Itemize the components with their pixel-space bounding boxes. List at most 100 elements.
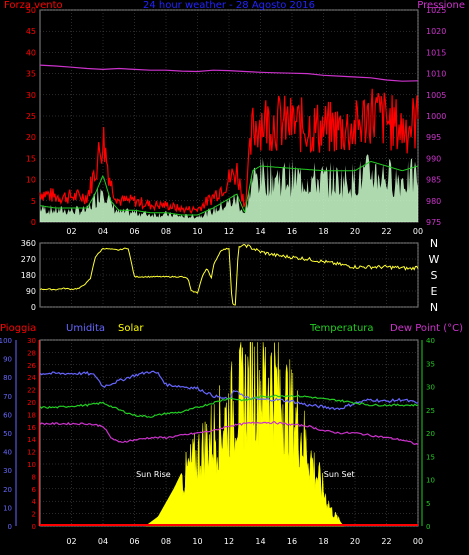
x-tick-label: 06 [129,227,139,236]
legend-item: Solar [118,323,144,334]
wind-direction-line [39,243,419,306]
pressure-tick-label: 985 [426,176,441,185]
x-tick-label: 06 [129,537,139,546]
pressure-tick-label: 1025 [426,6,446,15]
wind-pressure-panel: 0510152025303540455097598098599099510001… [4,0,465,236]
wind-tick-label: 5 [31,197,36,206]
direction-tick-label: 180 [21,271,36,280]
x-tick-label: 18 [318,227,328,236]
compass-label: S [431,269,438,282]
wind-pressure-axes: 0510152025303540455097598098599099510001… [26,6,447,236]
weather-panel: Sun Rise Sun Set 010203040506070809010002… [0,323,463,546]
pressure-tick-label: 1005 [426,91,446,100]
x-tick-label: 14 [255,227,265,236]
wind-tick-label: 45 [26,27,36,36]
direction-tick-label: 0 [31,303,36,312]
humidity-tick-label: 30 [3,467,12,475]
pressure-tick-label: 1020 [426,27,446,36]
humidity-tick-label: 90 [3,356,12,364]
temperature-tick-label: 25 [426,407,435,415]
legend-item: Umidita [66,323,105,334]
x-tick-label: 16 [287,537,297,546]
rain-tick-label: 30 [27,337,36,345]
wind-tick-label: 25 [26,112,36,121]
rain-tick-label: 18 [27,411,36,419]
rain-tick-label: 28 [27,349,36,357]
rain-tick-label: 16 [27,424,36,432]
temperature-tick-label: 40 [426,337,435,345]
humidity-tick-label: 0 [8,523,12,531]
x-tick-label: 00 [413,537,423,546]
temperature-tick-label: 35 [426,360,435,368]
direction-tick-label: 90 [26,287,36,296]
x-tick-label: 12 [224,537,234,546]
x-tick-label: 02 [66,227,76,236]
x-tick-label: 10 [192,537,202,546]
pressure-tick-label: 1000 [426,112,446,121]
pressure-tick-label: 1015 [426,48,446,57]
rain-tick-label: 26 [27,362,36,370]
pressure-line [39,64,419,82]
pressure-tick-label: 975 [426,218,441,227]
solar-area [144,342,345,527]
pressure-axis-label: Pressione [417,0,465,11]
humidity-tick-label: 40 [3,449,12,457]
rain-tick-label: 8 [32,473,36,481]
x-tick-label: 22 [381,227,391,236]
humidity-tick-label: 60 [3,411,12,419]
rain-tick-label: 0 [32,523,36,531]
rain-tick-label: 6 [32,486,37,494]
pressure-tick-label: 980 [426,197,441,206]
wind-speed-area [40,154,418,222]
temperatura-line [39,394,419,418]
rain-tick-label: 10 [27,461,36,469]
rain-tick-label: 4 [32,498,37,506]
x-tick-label: 08 [161,227,171,236]
chart-title: 24 hour weather - 28 Agosto 2016 [143,0,315,11]
direction-tick-label: 360 [21,239,36,248]
wind-direction-series [39,243,419,306]
weather-legend: Pioggia Umidita Solar Temperatura Dew Point … [0,323,463,334]
humidity-tick-label: 100 [0,337,12,345]
dew-point-line [39,421,419,446]
temperature-tick-label: 30 [426,384,435,392]
wind-tick-label: 50 [26,6,36,15]
temperature-tick-label: 10 [426,477,435,485]
legend-item: Pioggia [0,323,36,334]
wind-tick-label: 20 [26,133,36,142]
wind-pressure-series [39,64,419,222]
x-tick-label: 16 [287,227,297,236]
compass-label: N [430,301,438,314]
pressure-tick-label: 990 [426,154,441,163]
x-tick-label: 22 [381,537,391,546]
x-tick-label: 12 [224,227,234,236]
x-tick-label: 10 [192,227,202,236]
compass-label: N [430,237,438,250]
rain-tick-label: 12 [27,449,36,457]
wind-tick-label: 0 [31,218,36,227]
humidity-tick-label: 70 [3,393,12,401]
rain-tick-label: 20 [27,399,36,407]
x-tick-label: 14 [255,537,265,546]
wind-tick-label: 40 [26,48,36,57]
sun-set-label: Sun Set [324,470,355,479]
wind-average-line [39,160,419,216]
x-tick-label: 08 [161,537,171,546]
sun-rise-label: Sun Rise [136,470,171,479]
rain-tick-label: 22 [27,387,36,395]
direction-tick-label: 270 [21,255,36,264]
wind-axis-label: Forza vento [4,0,63,11]
weather-series: Sun Rise Sun Set [39,342,419,527]
temperature-tick-label: 15 [426,453,435,461]
x-tick-label: 02 [66,537,76,546]
x-tick-label: 20 [350,227,360,236]
x-tick-label: 00 [413,227,423,236]
compass-label: W [429,253,440,266]
legend-item: Dew Point (°C) [390,323,463,334]
wind-tick-label: 10 [26,176,36,185]
x-tick-label: 04 [98,227,108,236]
wind-tick-label: 15 [26,154,36,163]
